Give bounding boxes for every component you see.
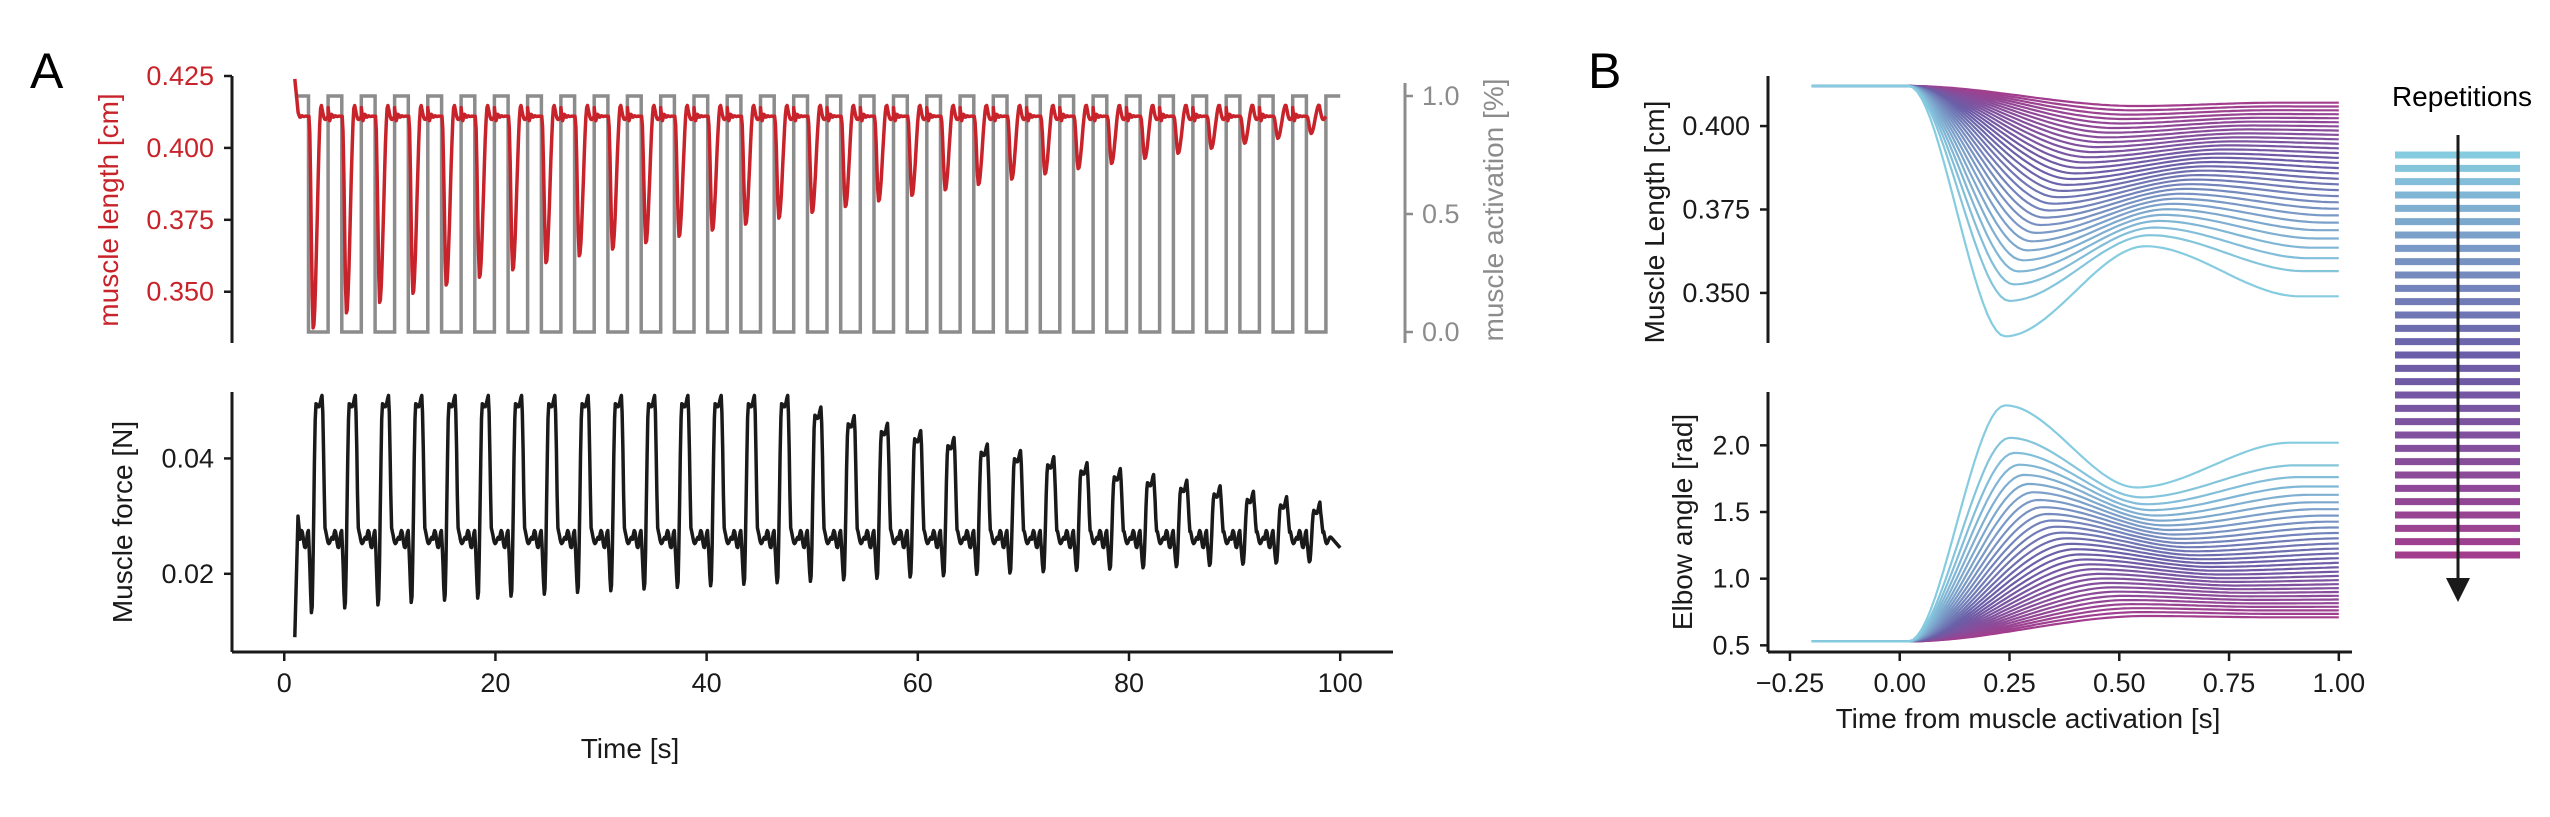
legend-title: Repetitions	[2392, 81, 2532, 112]
a-bottom-xtick-label: 100	[1318, 668, 1363, 698]
b-top-series-line	[1811, 84, 2339, 149]
b-top-series-line	[1811, 84, 2339, 338]
b-bottom-ytick-label: 1.0	[1712, 564, 1750, 594]
a-top-ytick-right-label: 0.5	[1422, 199, 1460, 229]
a-top-ylabel-right: muscle activation [%]	[1478, 79, 1509, 342]
chart-a-bottom: 0 20 40 60 80 100 0.02 0.04 Time [s] Muscle force…	[107, 392, 1393, 764]
b-top-series-line	[1811, 84, 2339, 116]
b-bottom-ylabel: Elbow angle [rad]	[1667, 414, 1698, 630]
a-top-ytick-right-label: 1.0	[1422, 81, 1460, 111]
a-top-ytick-label: 0.375	[146, 205, 214, 235]
a-top-ytick-label: 0.425	[146, 61, 214, 91]
a-top-activation-line	[294, 94, 1341, 334]
b-bottom-xtick-label: −0.25	[1756, 668, 1824, 698]
a-bottom-xtick-label: 20	[480, 668, 510, 698]
a-bottom-xtick-label: 60	[903, 668, 933, 698]
b-bottom-xtick-label: 0.25	[1983, 668, 2036, 698]
a-bottom-force-line	[293, 393, 1342, 638]
panel-b-letter: B	[1588, 43, 1621, 99]
b-top-series-line	[1811, 84, 2339, 112]
b-bottom-xtick-label: 1.00	[2313, 668, 2366, 698]
b-bottom-xtick-label: 0.50	[2093, 668, 2146, 698]
b-top-series-line	[1811, 84, 2339, 212]
a-bottom-ytick-label: 0.04	[161, 443, 214, 473]
b-top-series-line	[1811, 84, 2339, 187]
panel-a-letter: A	[30, 43, 64, 99]
b-bottom-ytick-label: 1.5	[1712, 497, 1750, 527]
a-bottom-xtick-label: 40	[692, 668, 722, 698]
chart-b-top: 0.350 0.375 0.400 Muscle Length [cm]	[1639, 76, 2339, 343]
a-top-ytick-label: 0.400	[146, 133, 214, 163]
b-bottom-xtick-label: 0.00	[1873, 668, 1926, 698]
b-top-ylabel: Muscle Length [cm]	[1639, 101, 1670, 344]
a-top-ytick-right-label: 0.0	[1422, 317, 1460, 347]
a-top-ylabel: muscle length [cm]	[93, 93, 124, 326]
chart-a-top: 0.350 0.375 0.400 0.425 0.0 0.5 1.0 muscle leng…	[93, 61, 1509, 347]
a-top-ytick-label: 0.350	[146, 277, 214, 307]
legend-arrow-head	[2446, 578, 2470, 602]
a-bottom-ylabel: Muscle force [N]	[107, 421, 138, 623]
a-bottom-ytick-label: 0.02	[161, 559, 214, 589]
b-bottom-series-line	[1811, 614, 2339, 643]
b-bottom-ytick-label: 2.0	[1712, 430, 1750, 460]
a-bottom-xtick-label: 80	[1114, 668, 1144, 698]
a-bottom-xtick-label: 0	[277, 668, 292, 698]
b-bottom-xlabel: Time from muscle activation [s]	[1836, 703, 2221, 734]
a-top-length-line	[293, 78, 1328, 330]
b-bottom-xtick-label: 0.75	[2203, 668, 2256, 698]
repetitions-legend: Repetitions	[2392, 81, 2532, 602]
b-bottom-series-line	[1811, 404, 2339, 643]
b-top-series-line	[1811, 84, 2339, 125]
b-top-ytick-label: 0.400	[1682, 111, 1750, 141]
chart-b-bottom: −0.25 0.00 0.25 0.50 0.75 1.00 0.5 1.0 1.5 2.0 Tim…	[1667, 392, 2365, 734]
b-top-series-line	[1811, 84, 2339, 108]
b-top-ytick-label: 0.375	[1682, 195, 1750, 225]
a-bottom-xlabel: Time [s]	[581, 733, 680, 764]
b-top-ytick-label: 0.350	[1682, 278, 1750, 308]
b-bottom-ytick-label: 0.5	[1712, 630, 1750, 660]
